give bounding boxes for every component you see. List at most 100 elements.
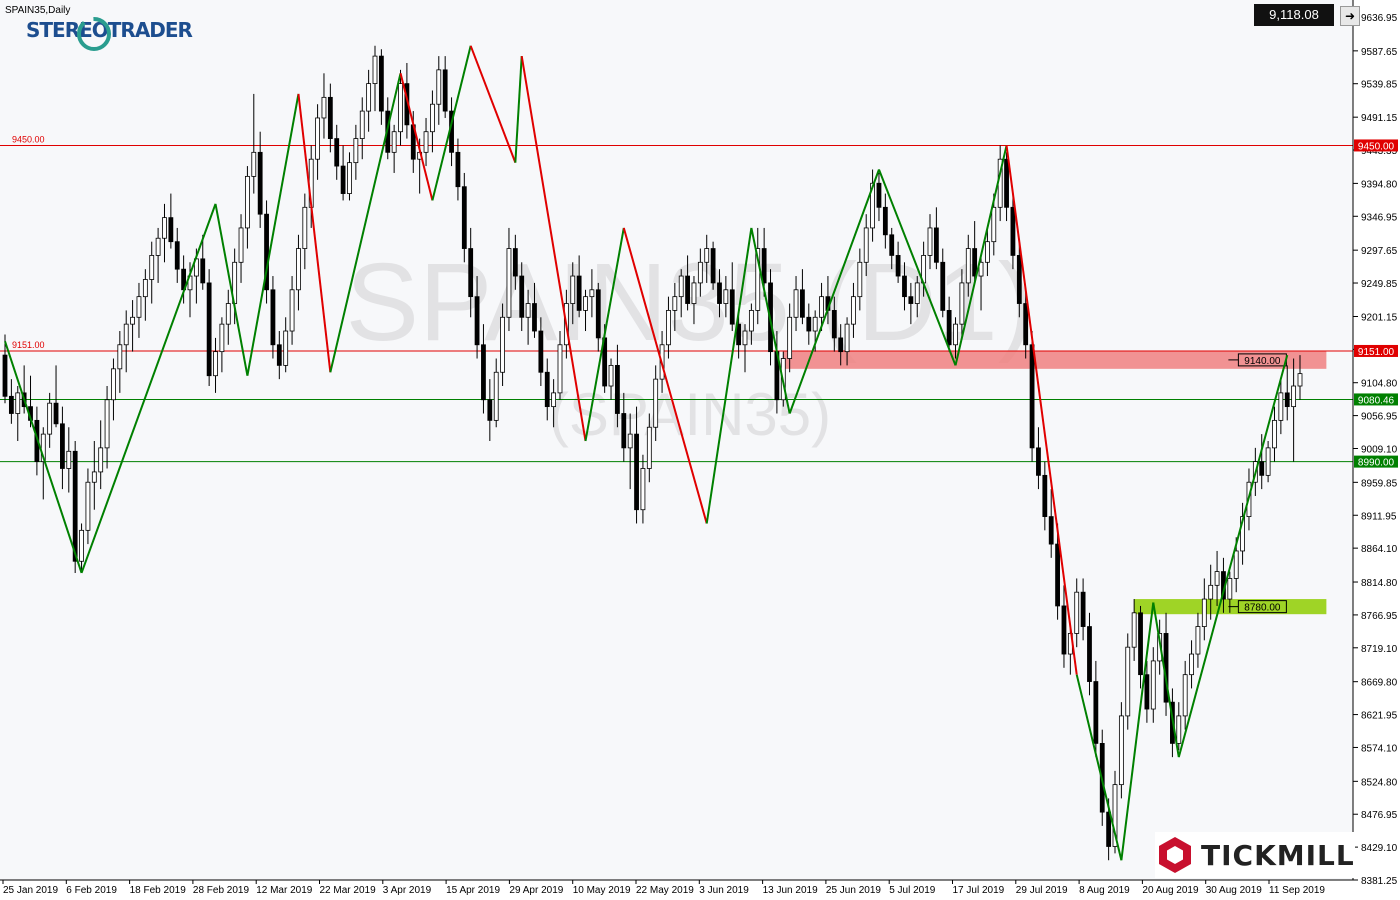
plot-area	[0, 0, 1353, 880]
candle-body-162	[1036, 447, 1041, 476]
candle-body-23	[149, 255, 155, 280]
x-tick-label-10: 22 May 2019	[636, 885, 694, 896]
hline-price-box-2	[1354, 393, 1398, 406]
candle-body-108	[691, 282, 697, 304]
candle-body-57	[366, 83, 372, 112]
candle-body-43	[276, 344, 282, 366]
candle-body-164	[1048, 516, 1054, 545]
y-tick-label-26: 8381.25	[1361, 876, 1398, 887]
hline-left-label-0: 9450.00	[12, 134, 45, 144]
candle-body-180	[1150, 660, 1156, 710]
candle-body-100	[640, 468, 646, 511]
candle-body-69	[442, 69, 448, 112]
candle-body-178	[1138, 612, 1143, 676]
hline-price-label-0: 9450.00	[1358, 141, 1395, 152]
candle-body-19	[123, 323, 129, 346]
zigzag-segment-1	[80, 203, 217, 574]
candle-body-194	[1240, 516, 1245, 552]
candle-body-38	[245, 175, 250, 229]
y-tick-label-17: 8814.80	[1361, 578, 1398, 589]
x-axis: 25 Jan 2019 6 Feb 2019 18 Feb 2019 28 Feb 2…	[2, 880, 1325, 896]
candle-body-91	[583, 296, 588, 311]
y-tick-label-18: 8766.95	[1361, 611, 1398, 622]
candle-body-44	[283, 330, 289, 366]
candle-body-173	[1106, 811, 1112, 847]
candle-body-49	[315, 117, 320, 160]
candle-body-83	[532, 303, 537, 332]
candle-body-110	[704, 248, 710, 263]
candle-body-13	[85, 481, 91, 531]
candle-body-189	[1208, 584, 1214, 600]
y-tick-label-7: 9297.65	[1361, 246, 1398, 257]
candle-body-16	[104, 399, 110, 449]
candle-body-159	[1016, 255, 1022, 304]
candle-body-0	[2, 354, 8, 397]
zigzag-segment-5	[329, 73, 402, 373]
candle-body-106	[678, 275, 684, 298]
tickmill-logo: TICKMILL	[1155, 832, 1355, 878]
candle-body-158	[1010, 206, 1016, 256]
candle-body-77	[493, 371, 499, 421]
candle-body-2	[15, 392, 21, 414]
hline-price-label-3: 8990.00	[1358, 458, 1395, 469]
candle-body-52	[334, 138, 340, 167]
candle-body-55	[353, 138, 359, 164]
candle-body-35	[225, 303, 231, 325]
zone-label-0: 9140.00	[1244, 356, 1281, 367]
x-tick-label-13: 25 Jun 2019	[826, 885, 881, 896]
candle-body-74	[474, 296, 480, 346]
x-tick-label-4: 12 Mar 2019	[256, 885, 313, 896]
zigzag-segment-20	[1120, 602, 1155, 861]
y-tick-label-9: 9201.15	[1361, 312, 1398, 323]
candle-body-109	[697, 261, 703, 284]
x-tick-label-7: 15 Apr 2019	[446, 885, 500, 896]
candle-body-6	[40, 433, 46, 463]
candle-body-41	[264, 213, 269, 291]
candle-body-165	[1055, 543, 1060, 607]
candle-body-92	[589, 289, 595, 298]
zigzag-segment-0	[4, 341, 83, 574]
candle-body-128	[819, 296, 824, 318]
candle-body-31	[200, 258, 206, 284]
candle-body-141	[902, 275, 907, 298]
zigzag-segment-9	[514, 56, 523, 163]
candle-body-203	[1297, 373, 1303, 387]
candle-body-149	[953, 323, 958, 346]
candle-body-168	[1074, 591, 1080, 634]
candle-body-127	[812, 316, 818, 332]
x-tick-label-17: 8 Aug 2019	[1079, 885, 1130, 896]
zigzag-segment-6	[399, 73, 434, 201]
candle-body-152	[972, 248, 978, 277]
candle-body-124	[793, 289, 799, 318]
candle-body-135	[863, 227, 869, 263]
zigzag-segment-8	[469, 45, 517, 163]
candle-body-85	[544, 371, 550, 408]
candle-body-18	[117, 344, 123, 370]
candle-body-132	[844, 323, 850, 353]
candle-body-97	[621, 413, 627, 449]
candle-body-90	[576, 275, 582, 311]
candle-body-95	[608, 364, 614, 387]
y-tick-label-4: 9443.35	[1361, 146, 1398, 157]
y-tick-label-0: 9636.95	[1361, 13, 1398, 24]
candle-body-197	[1259, 461, 1265, 476]
candle-body-27	[174, 241, 180, 270]
candle-body-98	[627, 433, 633, 449]
zigzag-segment-17	[954, 145, 1008, 366]
candle-body-112	[717, 282, 722, 304]
x-tick-label-2: 18 Feb 2019	[130, 885, 187, 896]
x-tick-label-19: 30 Aug 2019	[1206, 885, 1263, 896]
zigzag-segment-22	[1177, 354, 1289, 758]
candle-body-79	[506, 248, 512, 318]
scroll-arrow-icon[interactable]: ➜	[1340, 6, 1360, 26]
candle-body-32	[206, 282, 212, 377]
horizontal-lines-layer: 9450.00 9151.00	[0, 134, 1353, 463]
hline-left-label-1: 9151.00	[12, 340, 45, 350]
x-tick-label-5: 22 Mar 2019	[320, 885, 377, 896]
candle-body-133	[851, 296, 856, 325]
candle-body-50	[321, 96, 327, 119]
candle-body-46	[296, 248, 301, 291]
candle-body-193	[1233, 550, 1239, 579]
candle-body-34	[219, 323, 225, 353]
